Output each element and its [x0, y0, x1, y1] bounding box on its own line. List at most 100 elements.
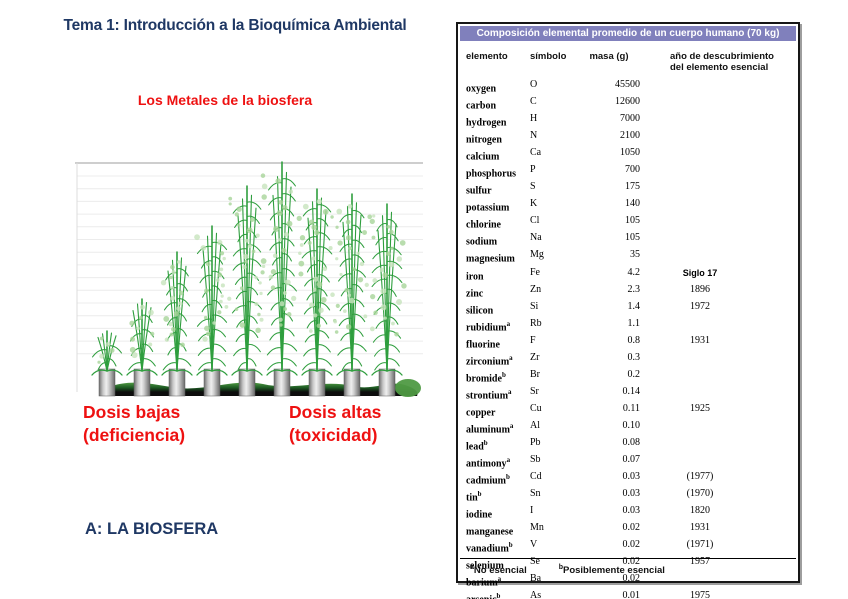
col-header-simbolo: símbolo: [530, 51, 567, 62]
element-symbol: Si: [530, 300, 539, 312]
element-mass: 700: [625, 164, 640, 176]
table-row: bromideb Br 0.2: [466, 369, 798, 386]
element-name: calcium: [466, 151, 500, 163]
element-discovery-year: [640, 386, 760, 403]
element-name: zinc: [466, 287, 484, 299]
element-name: magnesium: [466, 253, 515, 265]
table-row: strontiuma Sr 0.14: [466, 386, 798, 403]
element-name: iron: [466, 270, 484, 282]
element-discovery-year: 1972: [690, 300, 710, 312]
element-discovery-year: [640, 369, 760, 386]
element-symbol: Al: [530, 419, 540, 431]
table-footnotes: aNo esencial bPosiblemente esencial: [460, 557, 796, 576]
dosis-altas-line2: (toxicidad): [289, 425, 378, 445]
element-discovery-year: [640, 437, 760, 454]
element-symbol: Fe: [530, 266, 540, 278]
table-row: silicon Si 1.4 1972: [466, 301, 798, 318]
page-title: Tema 1: Introducción a la Bioquímica Amb…: [63, 17, 407, 34]
element-discovery-year: 1931: [690, 522, 710, 534]
dosis-bajas-line1: Dosis bajas: [83, 402, 181, 422]
element-symbol: Pb: [530, 436, 541, 448]
element-discovery-year: [640, 249, 760, 266]
col-header-ano-line2: del elemento esencial: [670, 62, 769, 73]
dosis-bajas-line2: (deficiencia): [83, 425, 186, 445]
element-name: copper: [466, 407, 496, 419]
element-symbol: Rb: [530, 317, 542, 329]
table-row: sulfur S 175: [466, 181, 798, 198]
element-name: cadmiumb: [466, 473, 510, 487]
element-symbol: F: [530, 334, 536, 346]
element-mass: 12600: [615, 96, 640, 108]
element-name: vanadiumb: [466, 541, 513, 555]
element-symbol: Ca: [530, 147, 542, 159]
element-name: selenium: [466, 560, 504, 572]
element-symbol: V: [530, 539, 538, 551]
element-mass: 0.10: [622, 419, 641, 431]
element-mass: 0.02: [622, 556, 641, 568]
table-row: hydrogen H 7000: [466, 113, 798, 130]
element-name: iodine: [466, 509, 493, 521]
element-discovery-year: (1977): [686, 471, 714, 483]
element-mass: 1.4: [627, 300, 641, 312]
element-mass: 0.02: [622, 573, 641, 585]
element-discovery-year: [640, 147, 760, 164]
element-name: fluorine: [466, 339, 500, 351]
element-symbol: Zr: [530, 351, 540, 363]
element-name: potassium: [466, 202, 510, 214]
element-name: sulfur: [466, 185, 492, 197]
element-mass: 0.02: [622, 539, 641, 551]
element-symbol: Br: [530, 368, 540, 380]
element-symbol: Sb: [530, 454, 541, 466]
label-dosis-bajas: Dosis bajas (deficiencia): [83, 401, 185, 447]
element-mass: 1050: [620, 147, 640, 159]
footnote: aNo esencial: [470, 563, 527, 576]
element-symbol: I: [530, 505, 534, 517]
table-row: cadmiumb Cd 0.03 (1977): [466, 471, 798, 488]
element-discovery-year: [640, 352, 760, 369]
element-name: hydrogen: [466, 117, 507, 129]
table-row: antimonya Sb 0.07: [466, 454, 798, 471]
table-row: iron Fe 4.2 Siglo 17: [466, 267, 798, 284]
element-mass: 0.11: [622, 402, 640, 414]
table-row: phosphorus P 700: [466, 164, 798, 181]
element-name: phosphorus: [466, 168, 517, 180]
element-name: rubidiuma: [466, 319, 511, 333]
element-mass: 0.01: [622, 590, 641, 599]
element-mass: 0.8: [627, 334, 641, 346]
subtitle-metales-biosfera: Los Metales de la biosfera: [137, 92, 313, 108]
element-name: tinb: [466, 490, 482, 504]
table-row: zirconiuma Zr 0.3: [466, 352, 798, 369]
label-dosis-altas: Dosis altas (toxicidad): [289, 401, 381, 447]
element-name: oxygen: [466, 83, 496, 95]
table-row: nitrogen N 2100: [466, 130, 798, 147]
element-discovery-year: 1957: [690, 556, 710, 568]
element-mass: 105: [625, 232, 640, 244]
element-mass: 4.2: [627, 266, 641, 278]
element-name: strontiuma: [466, 387, 512, 402]
element-symbol: S: [530, 181, 536, 193]
col-header-ano-descubrimiento: año de descubrimiento del elemento esenc…: [640, 51, 798, 73]
element-discovery-year: 1975: [690, 590, 710, 599]
element-name: nitrogen: [466, 134, 502, 146]
element-name: antimonya: [466, 456, 511, 470]
element-symbol: Cu: [530, 402, 542, 414]
element-discovery-year: (1970): [686, 488, 714, 500]
element-mass: 140: [625, 198, 640, 210]
col-header-masa: masa (g): [589, 51, 629, 62]
element-name: bariuma: [466, 575, 502, 589]
element-mass: 0.08: [622, 436, 641, 448]
element-name: arsenicb: [466, 592, 501, 599]
section-label-biosfera: A: LA BIOSFERA: [85, 520, 219, 538]
table-row: potassium K 140: [466, 198, 798, 215]
footnote: bPosiblemente esencial: [558, 563, 665, 576]
table-row: fluorine F 0.8 1931: [466, 335, 798, 352]
element-mass: 1.1: [627, 317, 641, 329]
table-row: magnesium Mg 35: [466, 249, 798, 266]
element-symbol: Mn: [530, 522, 544, 534]
element-symbol: Sr: [530, 385, 539, 397]
table-row: aluminuma Al 0.10: [466, 420, 798, 437]
element-mass: 35: [630, 249, 640, 261]
element-discovery-year: [640, 164, 760, 181]
element-symbol: C: [530, 96, 537, 108]
table-row: vanadiumb V 0.02 (1971): [466, 539, 798, 556]
